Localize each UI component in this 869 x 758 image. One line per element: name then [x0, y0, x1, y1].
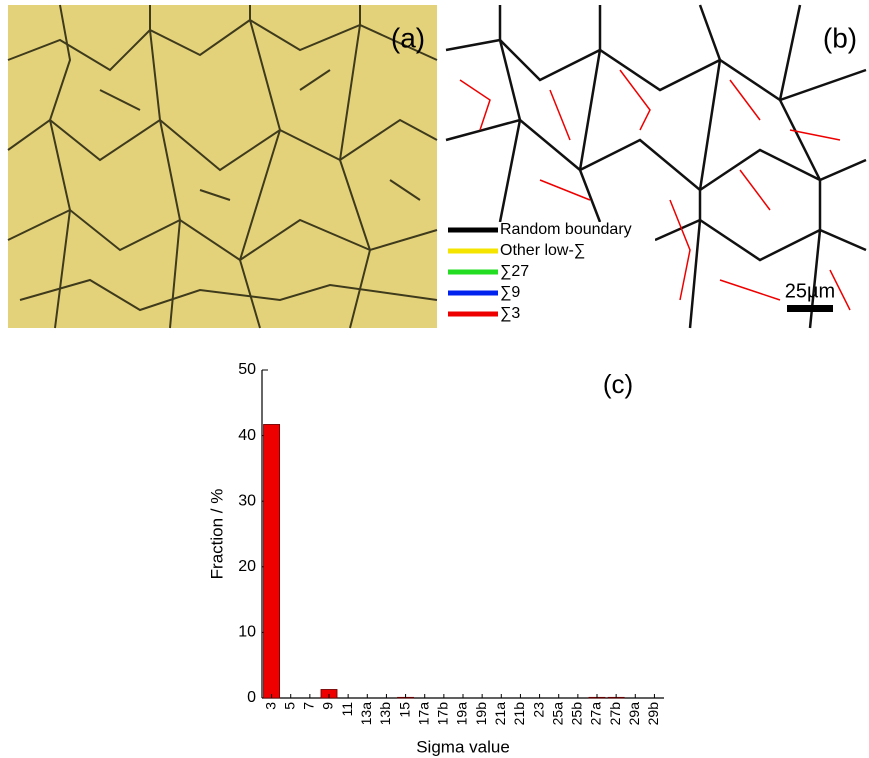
- y-tick-label: 20: [238, 558, 256, 575]
- chart-annotation: (c): [603, 369, 633, 399]
- legend-label: ∑9: [500, 284, 520, 301]
- legend-label: ∑27: [500, 263, 529, 280]
- page: (a) (b) 25µm Random boundary Other low-∑ ∑27 ∑…: [0, 0, 869, 758]
- x-tick-label: 15: [396, 702, 412, 718]
- y-tick-label: 30: [238, 492, 256, 509]
- x-tick-label: 21a: [492, 702, 508, 726]
- x-tick-label: 27b: [607, 702, 623, 726]
- x-tick-label: 19b: [473, 702, 489, 726]
- x-tick-label: 13b: [377, 702, 393, 726]
- legend-label: ∑3: [500, 305, 520, 322]
- x-tick-label: 27a: [588, 702, 604, 726]
- y-axis-label: Fraction / %: [207, 489, 226, 580]
- bar: [264, 424, 280, 698]
- legend-label: Other low-∑: [500, 242, 585, 259]
- x-tick-label: 3: [262, 702, 278, 710]
- figure: (a) (b) 25µm Random boundary Other low-∑ ∑27 ∑…: [0, 0, 869, 758]
- x-tick-label: 29b: [645, 702, 661, 726]
- y-tick-label: 50: [238, 361, 256, 378]
- x-tick-label: 9: [320, 702, 336, 710]
- x-tick-label: 25a: [549, 702, 565, 726]
- y-tick-label: 40: [238, 427, 256, 444]
- x-tick-label: 17a: [415, 702, 431, 726]
- x-tick-label: 7: [301, 702, 317, 710]
- x-tick-label: 19a: [454, 702, 470, 726]
- scale-bar-label: 25µm: [785, 280, 835, 302]
- x-tick-label: 21b: [511, 702, 527, 726]
- x-tick-label: 25b: [569, 702, 585, 726]
- panel-label: (b): [823, 22, 857, 53]
- legend-label: Random boundary: [500, 221, 632, 238]
- panel-label: (a): [391, 22, 425, 53]
- x-tick-label: 11: [339, 702, 355, 717]
- x-axis-label: Sigma value: [416, 737, 510, 756]
- y-tick-label: 0: [247, 689, 256, 706]
- micrograph-a: [8, 5, 437, 328]
- x-tick-label: 5: [281, 702, 297, 710]
- y-tick-label: 10: [238, 624, 256, 641]
- x-tick-label: 17b: [435, 702, 451, 726]
- x-tick-label: 13a: [358, 702, 374, 726]
- x-tick-label: 29a: [626, 702, 642, 726]
- x-tick-label: 23: [530, 702, 546, 718]
